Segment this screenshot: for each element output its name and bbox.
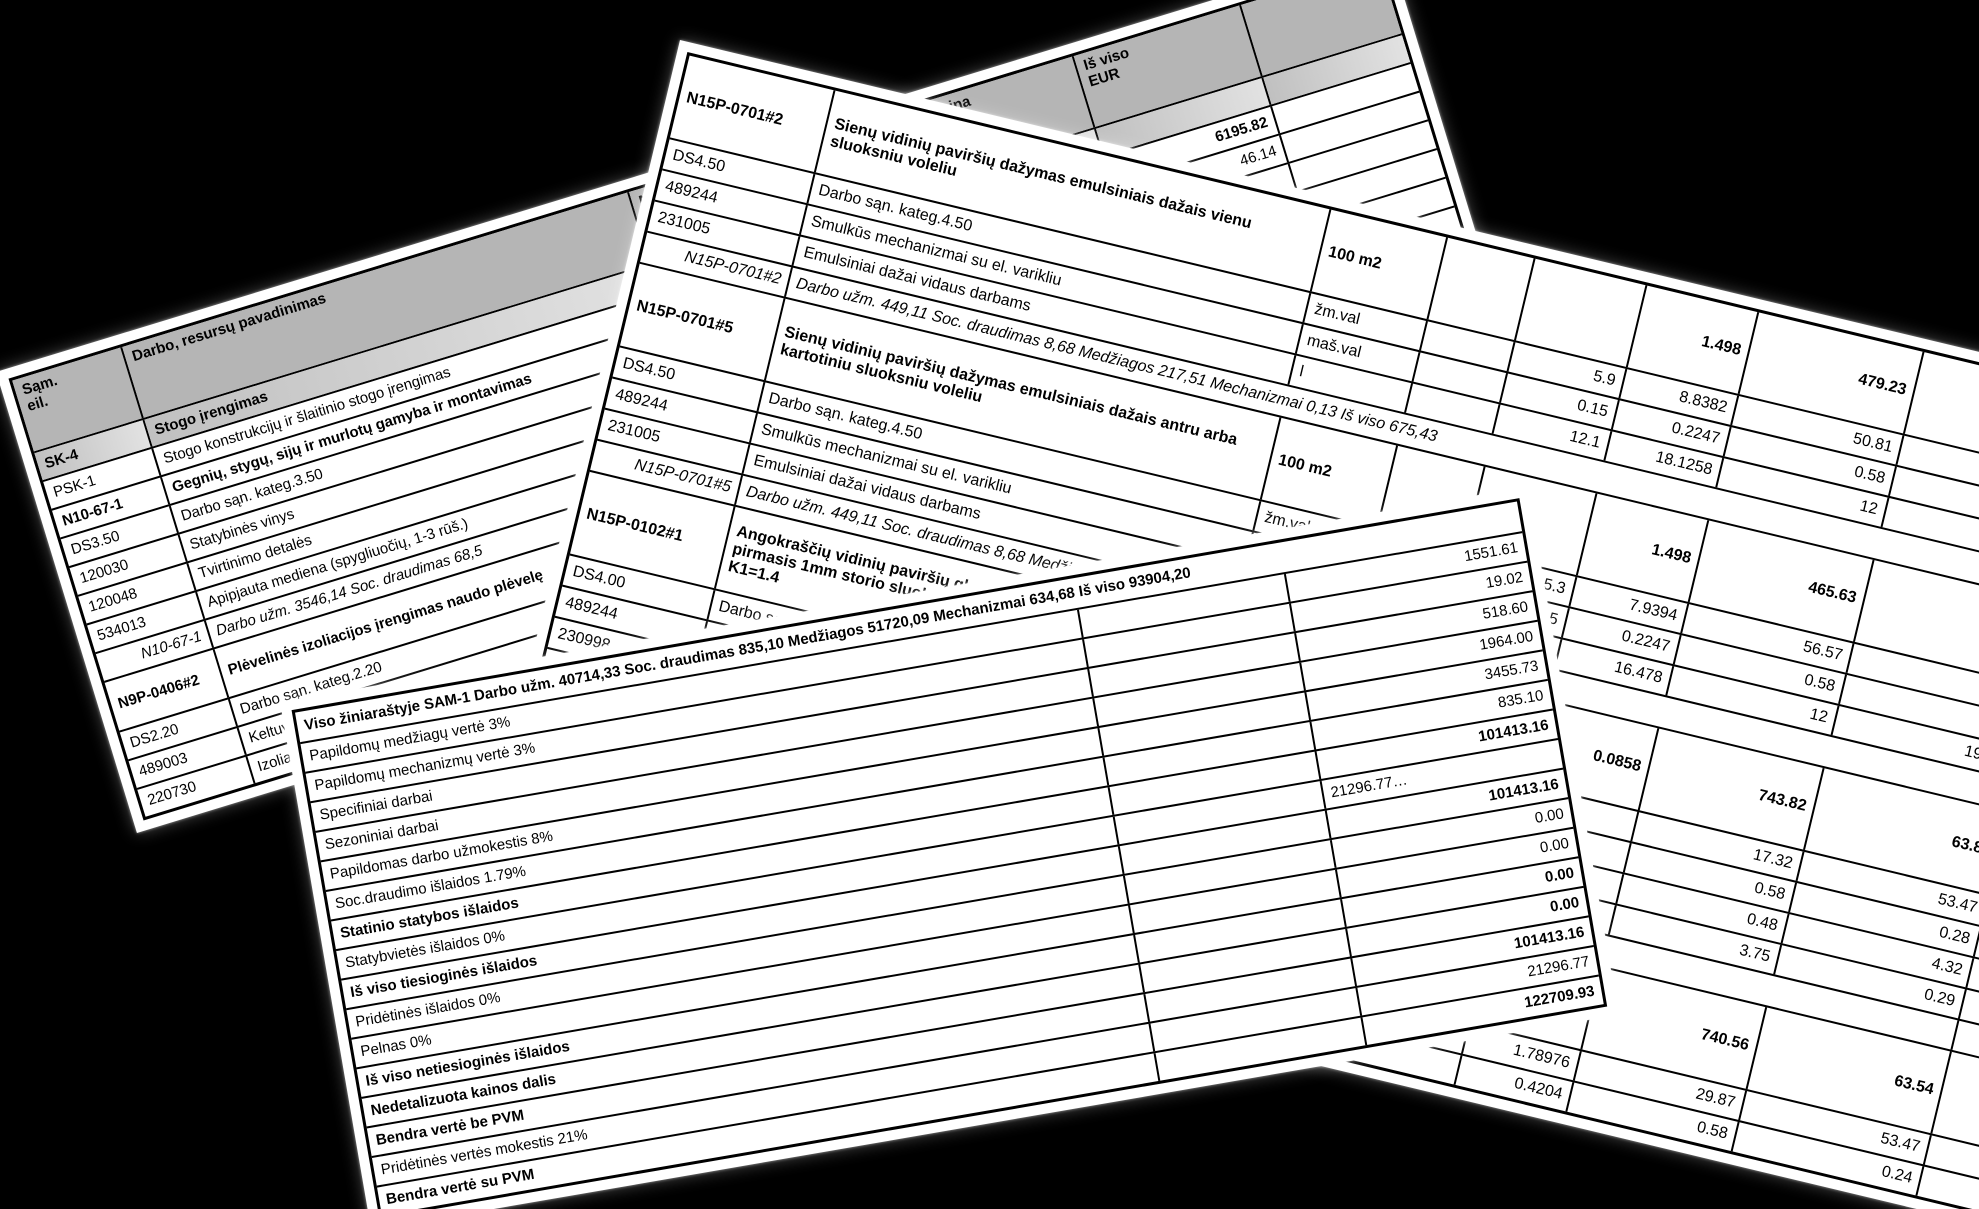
desk-background: Sąm. eil.Darbo, resursų pavadinimasMat. …	[0, 0, 1979, 1209]
